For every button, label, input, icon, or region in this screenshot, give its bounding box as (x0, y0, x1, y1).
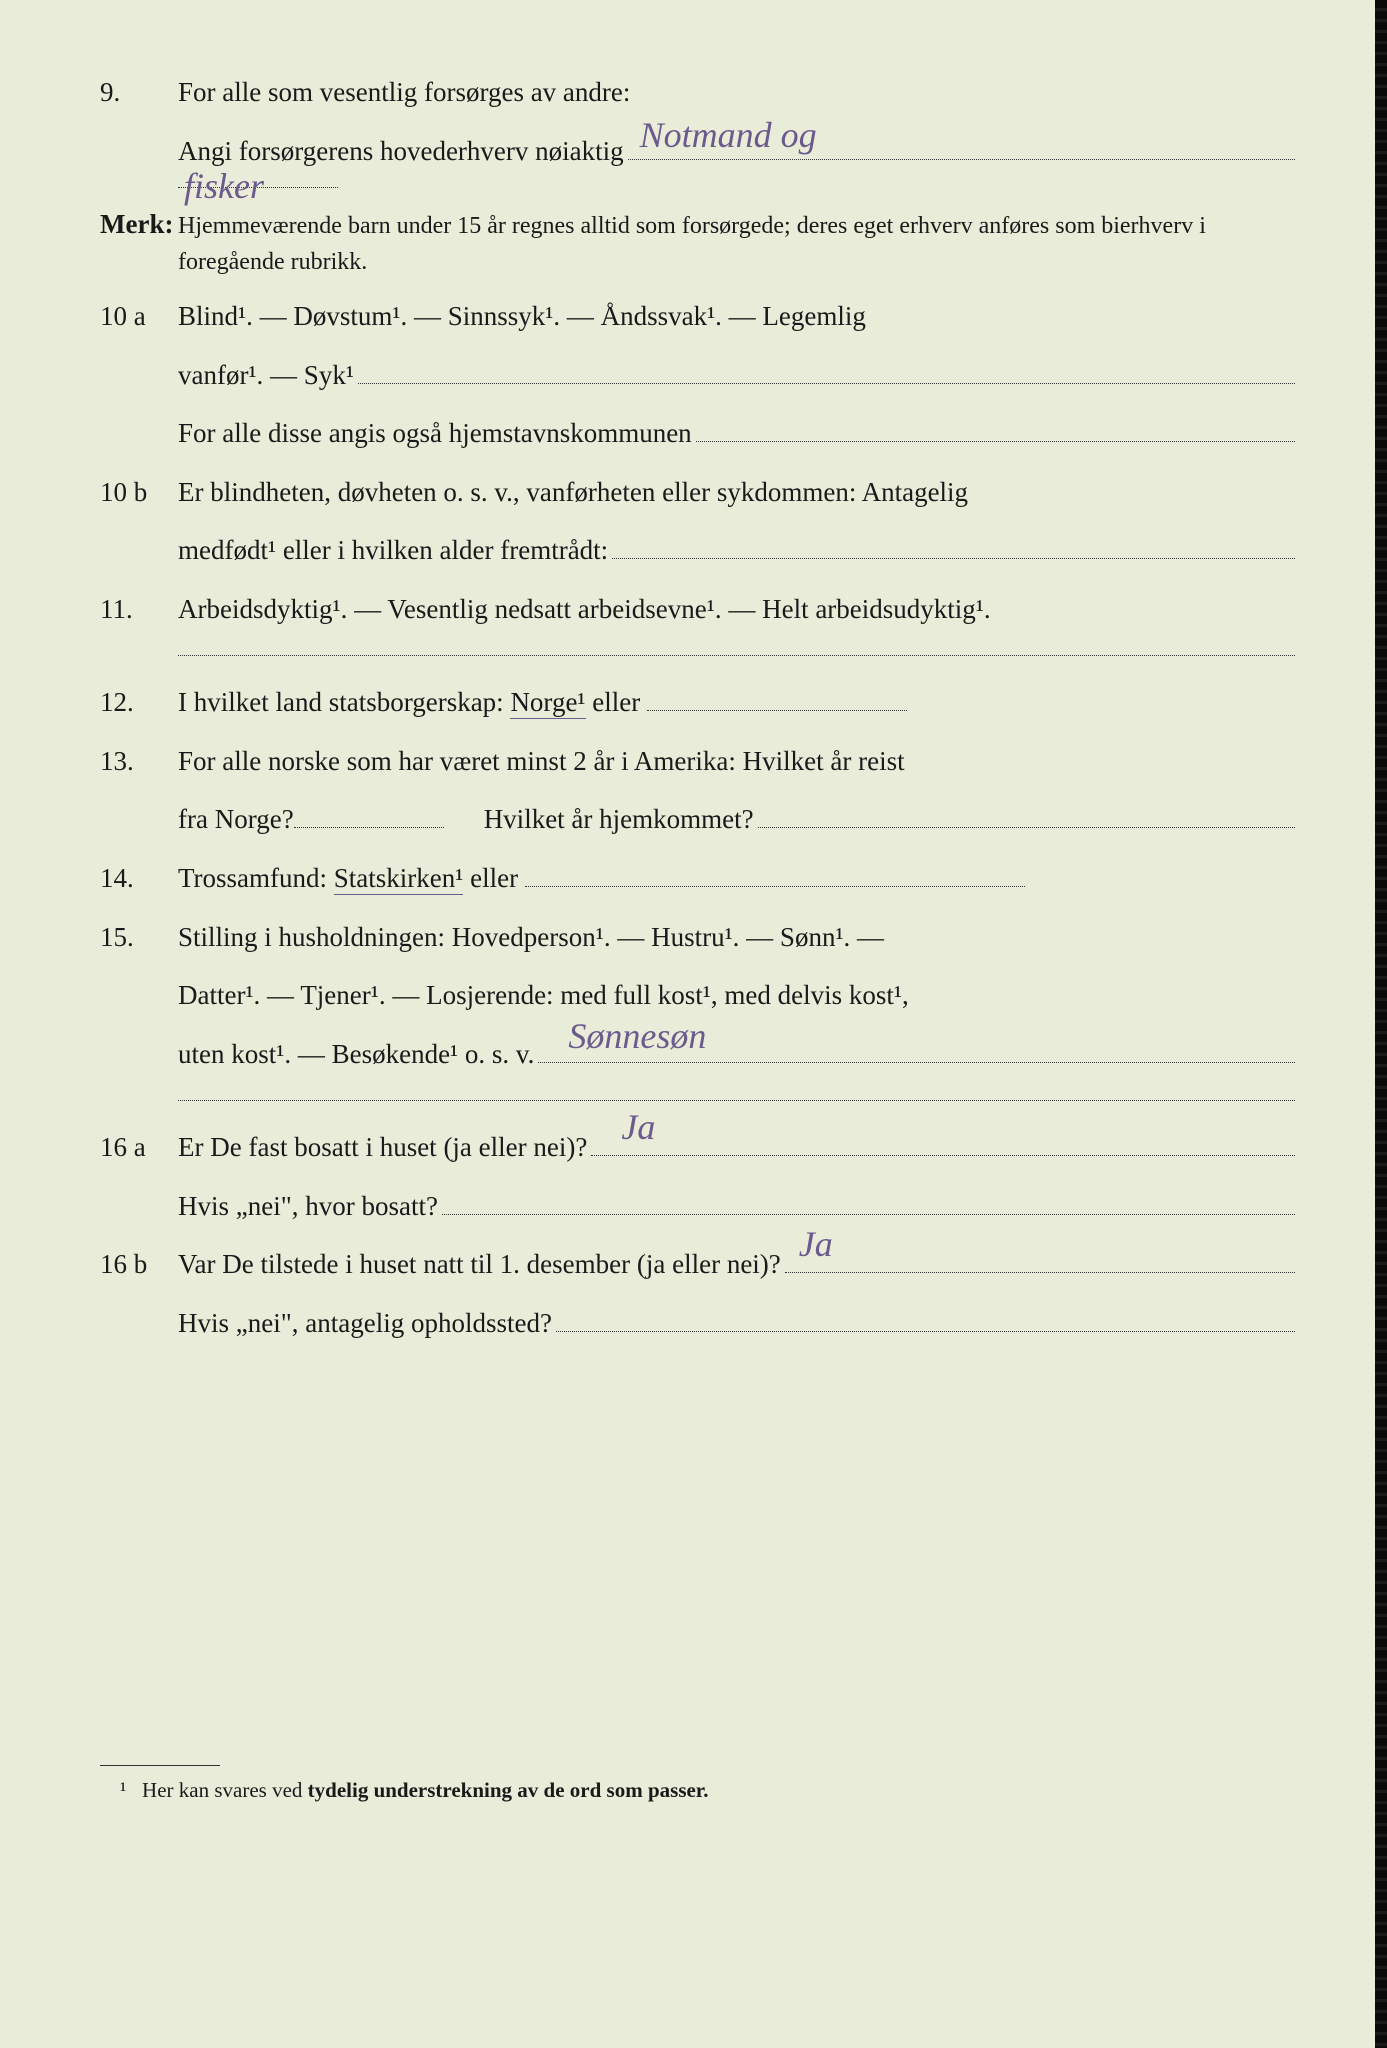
q13-line1: 13. For alle norske som har været minst … (100, 739, 1295, 784)
q13-line2: fra Norge? Hvilket år hjemkommet? (178, 797, 1295, 842)
q15-line2: Datter¹. — Tjener¹. — Losjerende: med fu… (178, 973, 1295, 1018)
q10a-number: 10 a (100, 294, 178, 339)
q14-option-underlined: Statskirken¹ (334, 863, 464, 895)
q16a-line1: 16 a Er De fast bosatt i huset (ja eller… (100, 1125, 1295, 1170)
q10b-number: 10 b (100, 470, 178, 515)
q12-suffix: eller (586, 687, 641, 717)
q16a-text1: Er De fast bosatt i huset (ja eller nei)… (178, 1125, 587, 1170)
q16b-line1: 16 b Var De tilstede i huset natt til 1.… (100, 1242, 1295, 1287)
merk-label: Merk: (100, 202, 178, 247)
q14-number: 14. (100, 856, 178, 901)
footnote-marker: ¹ (120, 1778, 126, 1802)
q14-prefix: Trossamfund: (178, 863, 334, 893)
q13-fill2[interactable] (758, 800, 1295, 828)
q10b-line1: 10 b Er blindheten, døvheten o. s. v., v… (100, 470, 1295, 515)
q9-fill1[interactable]: Notmand og (628, 132, 1295, 160)
q12-option-underlined: Norge¹ (510, 687, 585, 719)
q12-fill[interactable] (647, 710, 907, 711)
q16a-handwritten: Ja (621, 1098, 655, 1157)
q14-suffix: eller (463, 863, 518, 893)
q13-text2a: fra Norge? (178, 797, 294, 842)
q9-handwritten1: Notmand og (640, 106, 817, 165)
q12-prefix: I hvilket land statsborgerskap: (178, 687, 510, 717)
merk-text: Hjemmeværende barn under 15 år regnes al… (178, 208, 1295, 280)
q16a-text2: Hvis „nei", hvor bosatt? (178, 1184, 438, 1229)
q9-line2: Angi forsørgerens hovederhverv nøiaktig … (178, 129, 1295, 174)
q16b-number: 16 b (100, 1242, 178, 1287)
q16a-fill1[interactable]: Ja (591, 1128, 1295, 1156)
q16a-line2: Hvis „nei", hvor bosatt? (178, 1184, 1295, 1229)
q16a-fill2[interactable] (442, 1187, 1295, 1215)
q14-content: Trossamfund: Statskirken¹ eller (178, 856, 1295, 901)
q10a-fill2[interactable] (696, 414, 1295, 442)
q10a-text3: For alle disse angis også hjemstavnskomm… (178, 411, 692, 456)
q10a-fill1[interactable] (358, 356, 1295, 384)
q15-line1: 15. Stilling i husholdningen: Hovedperso… (100, 915, 1295, 960)
footnote-text: Her kan svares ved tydelig understreknin… (142, 1778, 708, 1802)
q11-line: 11. Arbeidsdyktig¹. — Vesentlig nedsatt … (100, 587, 1295, 632)
q10a-line1: 10 a Blind¹. — Døvstum¹. — Sinnssyk¹. — … (100, 294, 1295, 339)
q13-fill1[interactable] (294, 827, 444, 828)
q16b-text1: Var De tilstede i huset natt til 1. dese… (178, 1242, 781, 1287)
q16b-fill1[interactable]: Ja (785, 1245, 1295, 1273)
q13-number: 13. (100, 739, 178, 784)
footnote-rule (100, 1765, 220, 1766)
q15-text1: Stilling i husholdningen: Hovedperson¹. … (178, 915, 1295, 960)
q14-fill[interactable] (525, 886, 1025, 887)
q13-text2b: Hvilket år hjemkommet? (484, 797, 754, 842)
q16b-fill2[interactable] (556, 1304, 1295, 1332)
q10a-line2: vanfør¹. — Syk¹ (178, 353, 1295, 398)
q16b-text2: Hvis „nei", antagelig opholdssted? (178, 1301, 552, 1346)
q10b-text2: medfødt¹ eller i hvilken alder fremtrådt… (178, 528, 608, 573)
q9-line3: fisker (178, 187, 1295, 188)
merk-row: Merk: Hjemmeværende barn under 15 år reg… (100, 202, 1295, 280)
q11-number: 11. (100, 587, 178, 632)
q10a-text1: Blind¹. — Døvstum¹. — Sinnssyk¹. — Åndss… (178, 294, 1295, 339)
q9-fill2[interactable]: fisker (178, 187, 338, 188)
q10a-text2: vanfør¹. — Syk¹ (178, 353, 354, 398)
q12-number: 12. (100, 680, 178, 725)
q15-line3: uten kost¹. — Besøkende¹ o. s. v. Sønnes… (178, 1032, 1295, 1077)
q10b-text1: Er blindheten, døvheten o. s. v., vanfør… (178, 470, 1295, 515)
q10b-line2: medfødt¹ eller i hvilken alder fremtrådt… (178, 528, 1295, 573)
q16b-handwritten: Ja (799, 1215, 833, 1274)
q11-text: Arbeidsdyktig¹. — Vesentlig nedsatt arbe… (178, 587, 1295, 632)
q14-line: 14. Trossamfund: Statskirken¹ eller (100, 856, 1295, 901)
section-divider-2 (178, 1100, 1295, 1101)
census-form-page: 9. For alle som vesentlig forsørges av a… (0, 0, 1387, 2048)
q15-text3: uten kost¹. — Besøkende¹ o. s. v. (178, 1032, 534, 1077)
q16a-number: 16 a (100, 1125, 178, 1170)
section-divider-1 (178, 655, 1295, 656)
q9-handwritten2: fisker (184, 157, 264, 216)
q15-text2: Datter¹. — Tjener¹. — Losjerende: med fu… (178, 973, 1295, 1018)
q15-handwritten: Sønnesøn (568, 1007, 706, 1066)
q15-number: 15. (100, 915, 178, 960)
q15-fill[interactable]: Sønnesøn (538, 1035, 1295, 1063)
q13-text1: For alle norske som har været minst 2 år… (178, 739, 1295, 784)
footnote: ¹ Her kan svares ved tydelig understrekn… (120, 1778, 1295, 1803)
q10b-fill[interactable] (612, 531, 1295, 559)
q10a-line3: For alle disse angis også hjemstavnskomm… (178, 411, 1295, 456)
q16b-line2: Hvis „nei", antagelig opholdssted? (178, 1301, 1295, 1346)
q12-content: I hvilket land statsborgerskap: Norge¹ e… (178, 680, 1295, 725)
q9-number: 9. (100, 70, 178, 115)
q12-line: 12. I hvilket land statsborgerskap: Norg… (100, 680, 1295, 725)
